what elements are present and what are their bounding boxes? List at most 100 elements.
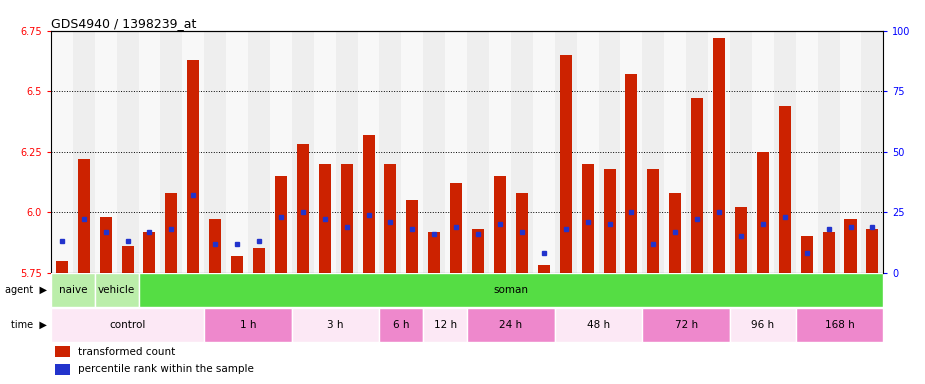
Bar [117,31,139,273]
Bar [51,31,73,273]
Bar [209,219,221,273]
Bar [467,31,489,273]
Bar [730,31,752,273]
Bar [319,164,331,273]
Bar [621,31,642,273]
Bar [598,31,621,273]
Bar [275,176,287,273]
Text: 6 h: 6 h [393,320,410,330]
Bar [253,248,265,273]
Text: 168 h: 168 h [825,320,855,330]
Text: GDS4940 / 1398239_at: GDS4940 / 1398239_at [51,17,196,30]
Bar [642,308,730,342]
Bar [292,308,379,342]
Bar [555,31,576,273]
Bar [143,232,155,273]
Bar [56,346,70,357]
Bar [385,164,397,273]
Bar [204,308,292,342]
Bar [139,273,883,307]
Bar [166,193,178,273]
Text: naive: naive [58,285,87,295]
Bar [51,273,94,307]
Bar [226,31,248,273]
Bar [94,273,139,307]
Bar [187,60,199,273]
Bar [669,193,682,273]
Bar [379,308,424,342]
Text: 72 h: 72 h [674,320,697,330]
Bar [861,31,883,273]
Text: time  ▶: time ▶ [11,320,46,330]
Bar [121,246,133,273]
Bar [100,217,112,273]
Bar [472,229,484,273]
Bar [379,31,401,273]
Text: agent  ▶: agent ▶ [5,285,46,295]
Bar [204,31,226,273]
Bar [51,308,204,342]
Bar [582,164,594,273]
Bar [818,31,840,273]
Bar [752,31,774,273]
Bar [625,74,637,273]
Bar [56,261,68,273]
Bar [822,232,834,273]
Bar [730,308,796,342]
Bar [56,364,70,374]
Bar [664,31,686,273]
Bar [401,31,424,273]
Text: vehicle: vehicle [98,285,135,295]
Bar [78,159,90,273]
Bar [537,265,549,273]
Bar [686,31,709,273]
Bar [796,308,883,342]
Bar [160,31,182,273]
Bar [467,308,555,342]
Bar [231,256,243,273]
Bar [603,169,615,273]
Bar [406,200,418,273]
Bar [642,31,664,273]
Bar [648,169,660,273]
Bar [560,55,572,273]
Bar [774,31,796,273]
Bar [757,152,769,273]
Bar [182,31,204,273]
Text: 24 h: 24 h [500,320,523,330]
Bar [424,31,445,273]
Bar [801,237,813,273]
Bar [450,183,462,273]
Bar [340,164,352,273]
Bar [336,31,358,273]
Bar [796,31,818,273]
Text: 1 h: 1 h [240,320,256,330]
Bar [270,31,292,273]
Bar [139,31,160,273]
Bar [735,207,747,273]
Bar [576,31,598,273]
Text: percentile rank within the sample: percentile rank within the sample [78,364,253,374]
Bar [533,31,555,273]
Bar [709,31,730,273]
Text: 3 h: 3 h [327,320,344,330]
Bar [297,144,309,273]
Bar [516,193,528,273]
Bar [713,38,725,273]
Bar [845,219,857,273]
Bar [292,31,314,273]
Bar [424,308,467,342]
Bar [445,31,467,273]
Bar [94,31,117,273]
Bar [363,135,375,273]
Bar [555,308,642,342]
Text: 96 h: 96 h [751,320,774,330]
Bar [779,106,791,273]
Bar [511,31,533,273]
Bar [248,31,270,273]
Bar [840,31,861,273]
Bar [73,31,94,273]
Text: control: control [109,320,146,330]
Text: soman: soman [493,285,528,295]
Bar [314,31,336,273]
